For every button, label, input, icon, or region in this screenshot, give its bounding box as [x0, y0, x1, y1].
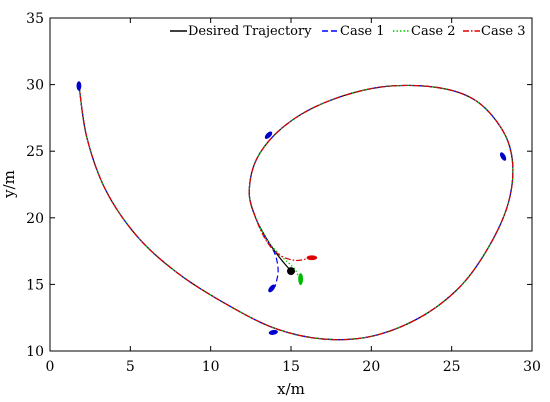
legend-label: Desired Trajectory: [188, 24, 312, 39]
x-tick-label: 15: [282, 359, 300, 375]
plot-area: [49, 17, 533, 352]
y-tick-label: 30: [26, 78, 44, 94]
legend-label: Case 1: [340, 24, 384, 39]
vehicle-marker-3: [268, 329, 278, 335]
marker-layer: [76, 81, 507, 335]
vehicle-marker-0: [76, 81, 82, 91]
plot-frame: [49, 17, 533, 352]
x-tick-label: 20: [362, 359, 380, 375]
y-tick-label: 35: [26, 11, 44, 27]
x-tick-label: 0: [46, 359, 55, 375]
legend-label: Case 3: [481, 24, 525, 39]
vehicle-marker-1: [264, 131, 273, 139]
vehicle-marker-6: [306, 255, 318, 261]
x-axis-label: x/m: [277, 380, 305, 398]
y-tick-label: 15: [26, 277, 44, 293]
x-tick-label: 10: [202, 359, 220, 375]
x-tick-label: 25: [443, 359, 461, 375]
y-axis-label: y/m: [0, 170, 18, 199]
y-tick-label: 25: [26, 144, 44, 160]
x-tick-label: 30: [523, 359, 541, 375]
series-line-case-3: [78, 84, 514, 341]
x-tick-label: 5: [126, 359, 135, 375]
vehicle-marker-4: [268, 284, 276, 293]
legend-label: Case 2: [411, 24, 455, 39]
vehicle-marker-5: [298, 273, 304, 286]
vehicle-marker-2: [499, 152, 507, 161]
tick-layer: 0 5 10 15 20 25 30 10 15 20 25 30 35: [26, 11, 541, 375]
y-tick-label: 10: [26, 344, 44, 360]
y-tick-label: 20: [26, 211, 44, 227]
target-point-7: [286, 267, 296, 276]
legend: Desired Trajectory Case 1 Case 2 Case 3: [170, 24, 525, 39]
series-layer: [78, 84, 514, 341]
